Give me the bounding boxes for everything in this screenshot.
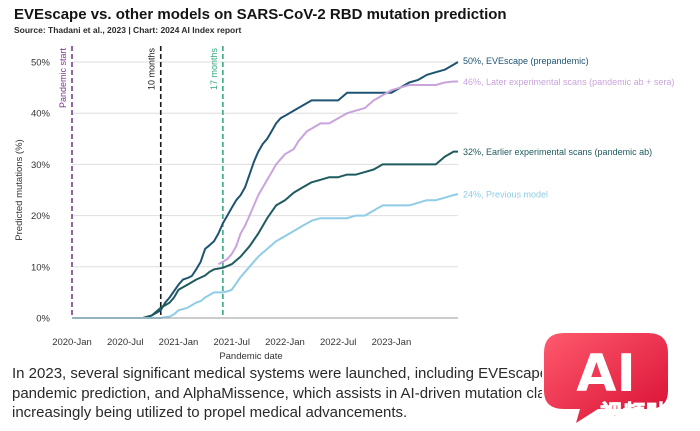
- y-tick-label: 0%: [36, 314, 50, 325]
- x-tick-label: 2020-Jan: [52, 337, 92, 348]
- caption-line-1: In 2023, several significant medical sys…: [12, 365, 542, 382]
- series-end-label: 24%, Previous model: [463, 190, 548, 200]
- series-lines: [72, 61, 459, 319]
- x-axis-label: Pandemic date: [219, 351, 282, 362]
- caption: In 2023, several significant medical sys…: [12, 364, 542, 423]
- watermark-brand: 视频贴吧: [599, 402, 693, 428]
- series-end-label: 50%, EVEscape (prepandemic): [463, 56, 589, 66]
- caption-line-3: increasingly being utilized to propel me…: [12, 404, 408, 421]
- logo-letters: AI: [576, 344, 636, 404]
- caption-line-2: pandemic prediction, and AlphaMissence, …: [12, 384, 542, 402]
- series-line-1: [217, 80, 458, 266]
- x-tick-label: 2020-Jul: [107, 337, 143, 348]
- axes: Pandemic date Predicted mutations (%) 20…: [14, 139, 458, 362]
- series-line-2: [72, 150, 458, 319]
- chart-title: EVEscape vs. other models on SARS-CoV-2 …: [14, 6, 507, 23]
- x-tick-label: 2023-Jan: [372, 337, 412, 348]
- reference-lines: Pandemic start 10 months 17 months: [58, 46, 224, 318]
- x-tick-label: 2022-Jul: [320, 337, 356, 348]
- y-axis-label: Predicted mutations (%): [14, 139, 25, 240]
- y-tick-label: 30%: [31, 160, 51, 171]
- vline-label: Pandemic start: [58, 48, 68, 109]
- logo-bubble: [544, 333, 668, 423]
- series-line-3: [72, 193, 459, 319]
- series-line-0: [72, 61, 459, 319]
- vline-label: 17 months: [209, 48, 219, 91]
- y-tick-label: 50%: [31, 58, 51, 69]
- x-tick-label: 2021-Jul: [213, 337, 249, 348]
- y-tick-label: 40%: [31, 109, 51, 120]
- vline-label: 10 months: [147, 48, 157, 91]
- gridlines: 0% 10% 20% 30% 40% 50%: [31, 58, 458, 325]
- series-end-label: 46%, Later experimental scans (pandemic …: [463, 77, 674, 87]
- series-end-label: 32%, Earlier experimental scans (pandemi…: [463, 147, 652, 157]
- x-tick-label: 2021-Jan: [159, 337, 199, 348]
- y-tick-label: 20%: [31, 211, 51, 222]
- watermark-logo: AI: [544, 333, 668, 423]
- y-tick-label: 10%: [31, 262, 51, 273]
- series-labels: 50%, EVEscape (prepandemic) 46%, Later ex…: [463, 56, 674, 200]
- chart-source: Source: Thadani et al., 2023 | Chart: 20…: [14, 25, 242, 35]
- x-tick-label: 2022-Jan: [265, 337, 305, 348]
